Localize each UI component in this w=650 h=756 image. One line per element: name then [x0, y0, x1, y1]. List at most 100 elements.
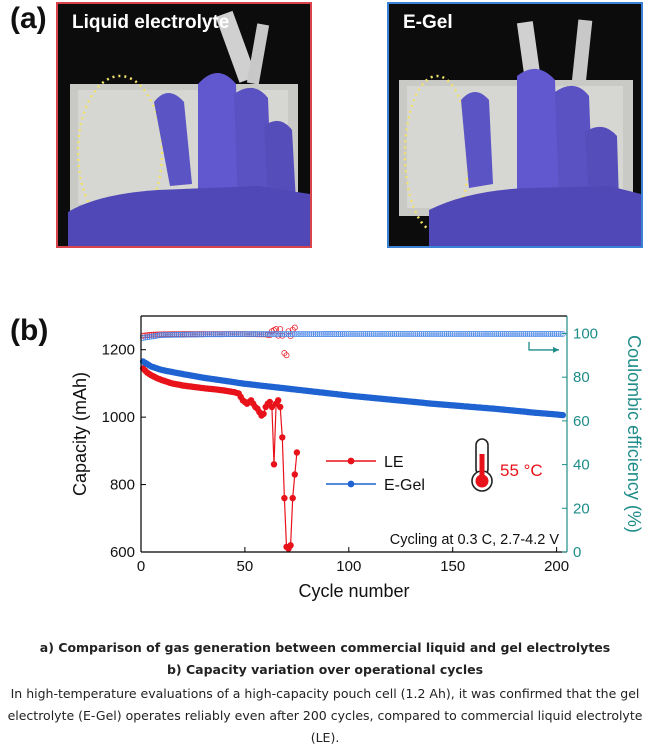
data-point — [293, 449, 301, 456]
data-point — [387, 330, 394, 337]
data-point — [431, 330, 437, 337]
data-point — [476, 330, 483, 337]
data-point — [499, 330, 506, 337]
data-point — [310, 331, 317, 338]
data-point — [165, 331, 171, 338]
data-point — [187, 331, 194, 338]
data-point — [493, 330, 500, 337]
x-axis-title: Cycle number — [298, 581, 409, 601]
data-point — [281, 350, 288, 357]
data-point — [320, 331, 327, 337]
data-point — [177, 331, 184, 338]
liquid-pouch-image — [58, 4, 310, 246]
data-point — [268, 331, 275, 338]
y2-tick-label: 20 — [573, 500, 590, 517]
legend-item-le: LE — [326, 454, 404, 471]
legend-marker — [347, 457, 355, 465]
data-point — [472, 330, 479, 337]
data-point — [370, 330, 377, 337]
y2-tick-label: 40 — [573, 457, 590, 474]
data-point — [331, 331, 338, 337]
temperature-label: 55 °C — [500, 461, 543, 480]
ce-axis-arrow — [528, 341, 559, 351]
data-point — [424, 330, 431, 337]
caption-body-2: electrolyte (E-Gel) operates reliably ev… — [7, 708, 643, 723]
data-point — [327, 331, 334, 337]
data-point — [329, 331, 336, 337]
legend-label: E-Gel — [384, 477, 425, 494]
data-point — [408, 330, 415, 337]
data-point — [464, 330, 471, 337]
data-point — [192, 331, 198, 338]
y2-tick-label: 0 — [573, 544, 581, 561]
data-point — [235, 331, 242, 338]
data-point — [287, 542, 294, 549]
data-point — [522, 330, 529, 337]
data-point — [279, 434, 286, 441]
data-point — [420, 330, 427, 337]
y2-tick-label: 80 — [573, 369, 590, 386]
caption-line-b: b) Capacity variation over operational c… — [166, 662, 484, 677]
egel-photo: E-Gel — [387, 2, 643, 248]
data-point — [252, 331, 259, 338]
data-point — [447, 330, 454, 337]
data-point — [487, 330, 494, 337]
data-point — [449, 330, 456, 337]
data-point — [194, 331, 201, 338]
data-point — [298, 331, 304, 338]
data-point — [362, 330, 369, 337]
data-point — [160, 332, 167, 338]
data-point — [142, 334, 149, 341]
data-point — [241, 331, 248, 338]
data-point — [279, 332, 286, 339]
data-point — [266, 331, 273, 338]
data-point — [354, 330, 361, 337]
data-point — [316, 331, 323, 338]
data-point — [337, 331, 344, 337]
data-point — [528, 330, 535, 337]
data-point — [335, 331, 342, 337]
data-point — [212, 331, 219, 338]
data-point — [167, 331, 174, 338]
x-tick-label: 100 — [336, 558, 361, 575]
data-point — [210, 331, 217, 338]
data-point — [553, 330, 560, 337]
photo-label-egel: E-Gel — [403, 12, 453, 33]
x-tick-label: 200 — [544, 558, 569, 575]
data-point — [507, 330, 514, 337]
data-point — [393, 330, 400, 337]
data-point — [341, 330, 348, 337]
data-point — [339, 331, 346, 337]
series-egel-ce — [140, 330, 566, 341]
data-point — [541, 330, 548, 337]
data-point — [491, 330, 498, 337]
data-point — [391, 330, 398, 337]
photo-label-liquid: Liquid electrolyte — [72, 12, 230, 33]
data-point — [150, 333, 157, 340]
ce-arrow-head — [553, 346, 559, 353]
y2-axis-title: Coulombic efficiency (%) — [624, 335, 644, 533]
data-point — [366, 330, 373, 337]
data-point — [308, 331, 315, 338]
data-point — [480, 330, 487, 337]
data-point — [505, 330, 512, 337]
data-point — [345, 330, 352, 337]
data-point — [401, 330, 408, 337]
data-point — [470, 330, 477, 337]
data-point — [460, 330, 467, 337]
data-point — [221, 331, 228, 338]
data-point — [171, 331, 178, 338]
data-point — [516, 330, 523, 337]
y-tick-label: 800 — [110, 477, 135, 494]
data-point — [412, 330, 419, 337]
x-tick-label: 0 — [137, 558, 145, 575]
data-point — [256, 331, 263, 338]
data-point — [248, 331, 255, 338]
y-tick-label: 1200 — [102, 342, 135, 359]
data-point — [148, 333, 155, 340]
data-point — [217, 331, 223, 338]
data-point — [295, 331, 302, 338]
data-point — [437, 330, 444, 337]
data-point — [277, 403, 284, 411]
data-point — [501, 330, 508, 337]
